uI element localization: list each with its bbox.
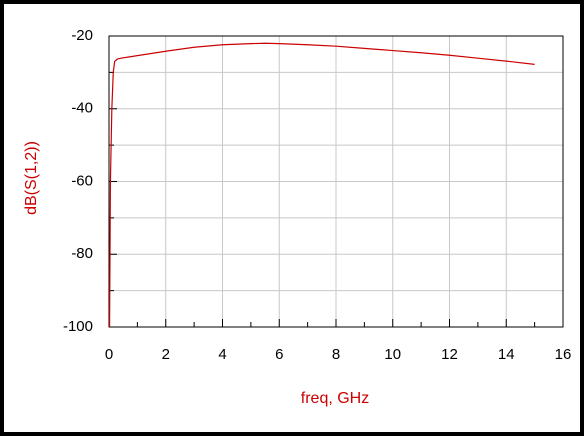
y-tick-label: -20 <box>71 27 93 44</box>
x-tick-label: 6 <box>275 346 283 363</box>
y-tick-label: -100 <box>63 318 93 335</box>
x-tick-label: 16 <box>555 346 572 363</box>
y-tick-label: -60 <box>71 172 93 189</box>
x-tick-label: 4 <box>218 346 226 363</box>
x-tick-label: 10 <box>384 346 401 363</box>
x-tick-label: 0 <box>105 346 113 363</box>
data-line <box>108 42 535 328</box>
y-tick-label: -40 <box>71 100 93 117</box>
x-tick-label: 14 <box>498 346 515 363</box>
x-tick-label: 8 <box>332 346 340 363</box>
y-axis-label: dB(S(1,2)) <box>23 141 40 215</box>
x-tick-label: 12 <box>441 346 458 363</box>
y-tick-label: -80 <box>71 245 93 262</box>
x-axis-label: freq, GHz <box>301 390 369 407</box>
x-tick-label: 2 <box>162 346 170 363</box>
